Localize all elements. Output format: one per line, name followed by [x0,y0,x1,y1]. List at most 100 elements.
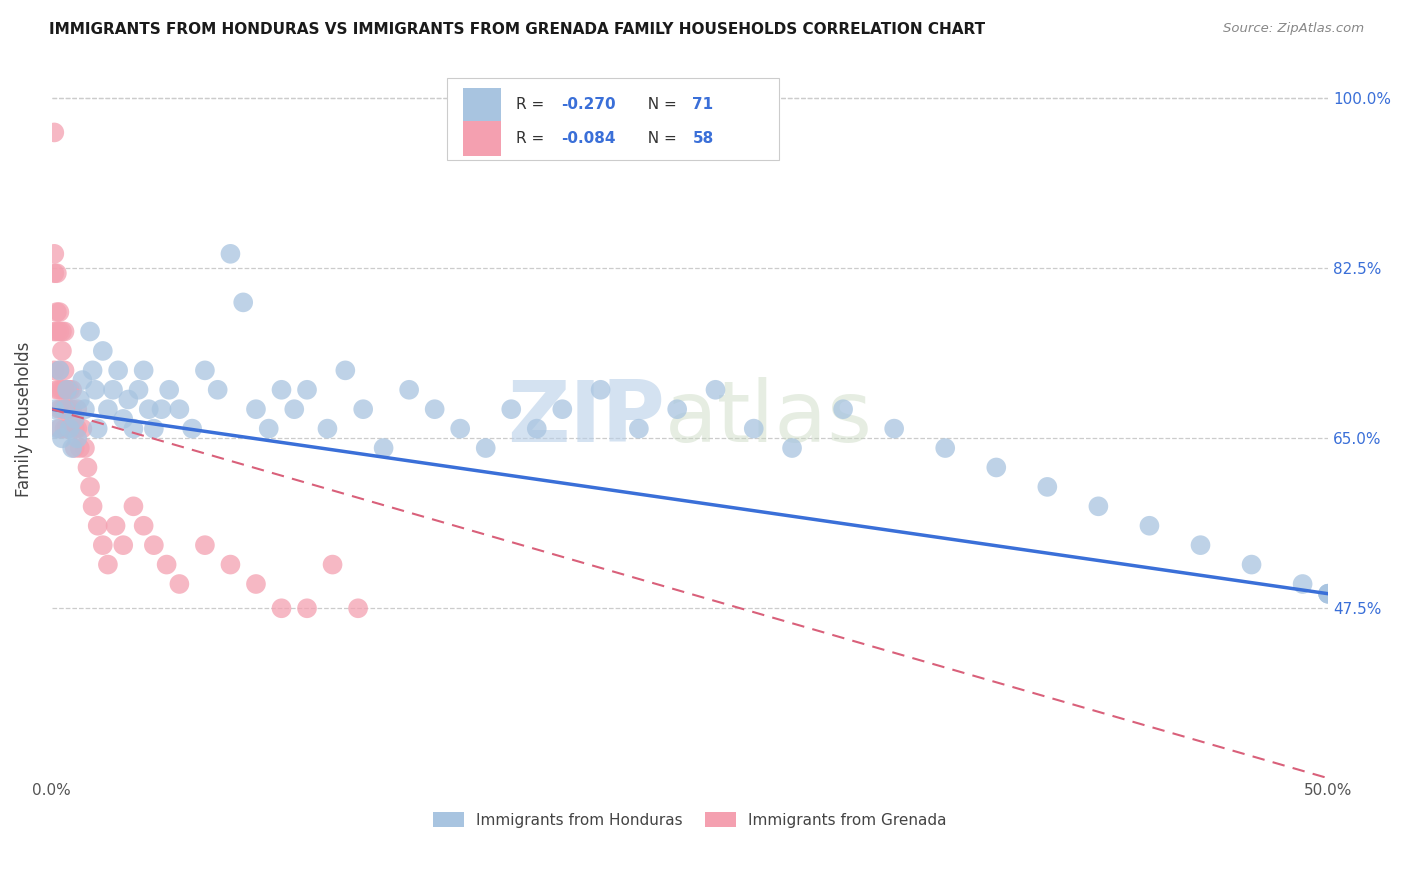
Point [1240,558,1263,572]
Point [82,363,104,377]
Point [1317,587,1340,601]
Point [59,402,82,417]
Point [589,383,612,397]
Point [122,500,145,514]
Point [194,363,217,377]
Point [373,441,395,455]
Point [883,422,905,436]
FancyBboxPatch shape [463,87,501,122]
Point [157,383,180,397]
Point [51,325,73,339]
Point [60,402,83,417]
Point [66,422,89,436]
FancyBboxPatch shape [463,121,501,156]
Point [97,402,120,417]
Point [53,325,76,339]
Point [45,305,67,319]
Point [104,518,127,533]
Text: IMMIGRANTS FROM HONDURAS VS IMMIGRANTS FROM GRENADA FAMILY HOUSEHOLDS CORRELATIO: IMMIGRANTS FROM HONDURAS VS IMMIGRANTS F… [49,22,986,37]
Point [666,402,689,417]
Point [322,558,344,572]
Point [1189,538,1212,552]
Point [79,480,101,494]
Point [257,422,280,436]
Point [44,266,66,280]
Point [986,460,1008,475]
Point [245,402,267,417]
Point [742,422,765,436]
Point [117,392,139,407]
Point [295,601,318,615]
Point [48,383,70,397]
FancyBboxPatch shape [447,78,779,161]
Point [56,402,79,417]
Point [142,538,165,552]
Point [627,422,650,436]
Point [501,402,523,417]
Point [48,325,70,339]
Point [181,422,204,436]
Point [207,383,229,397]
Point [48,363,70,377]
Point [48,305,70,319]
Text: -0.270: -0.270 [561,97,616,112]
Point [60,441,83,455]
Point [1317,587,1340,601]
Point [1291,577,1313,591]
Text: atlas: atlas [665,377,872,460]
Point [132,363,155,377]
Point [44,125,66,139]
Point [69,441,91,455]
Point [107,363,129,377]
Legend: Immigrants from Honduras, Immigrants from Grenada: Immigrants from Honduras, Immigrants fro… [426,804,955,835]
Point [82,500,104,514]
Point [1139,518,1161,533]
Point [832,402,855,417]
Text: N =: N = [637,97,682,112]
Point [335,363,357,377]
Point [91,538,114,552]
Point [1087,500,1109,514]
Point [53,402,76,417]
Point [51,383,73,397]
Point [73,441,96,455]
Point [347,601,370,615]
Point [53,402,76,417]
Point [526,422,548,436]
Point [138,402,160,417]
Point [112,538,135,552]
Point [51,343,73,358]
Point [63,412,86,426]
Point [76,460,98,475]
Point [295,383,318,397]
Point [48,363,70,377]
Point [51,402,73,417]
Point [1036,480,1059,494]
Point [128,383,150,397]
Point [449,422,471,436]
Point [59,422,82,436]
Text: R =: R = [516,97,550,112]
Point [169,402,191,417]
Point [53,422,76,436]
Point [44,402,66,417]
Point [245,577,267,591]
Point [112,412,135,426]
Point [59,383,82,397]
Point [934,441,956,455]
Point [551,402,574,417]
Point [72,373,94,387]
Point [56,422,79,436]
Point [97,558,120,572]
Point [44,247,66,261]
Point [194,538,217,552]
Point [69,392,91,407]
Point [704,383,727,397]
Point [45,422,67,436]
Point [66,402,89,417]
Point [352,402,374,417]
Point [169,577,191,591]
Text: R =: R = [516,131,550,146]
Point [53,383,76,397]
Point [423,402,446,417]
